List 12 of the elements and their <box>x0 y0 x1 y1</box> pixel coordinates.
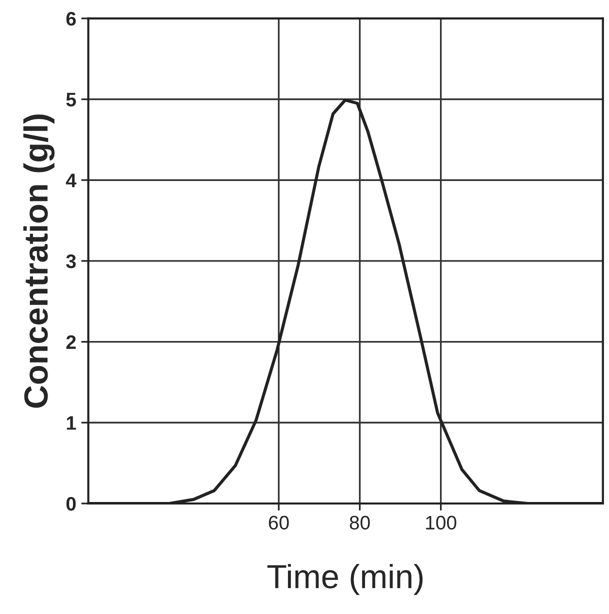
y-tick-label: 4 <box>66 174 76 188</box>
y-tick-label: 1 <box>66 416 76 430</box>
y-tick-label: 2 <box>66 335 76 349</box>
y-tick-label: 3 <box>66 254 76 268</box>
y-tick-label: 6 <box>66 12 76 26</box>
y-tick-label: 0 <box>66 496 76 511</box>
x-tick-label: 80 <box>350 516 370 530</box>
x-axis-title: Time (min) <box>267 564 423 596</box>
y-axis-title: Concentration (g/l) <box>23 114 55 408</box>
x-tick-label: 60 <box>268 516 289 530</box>
y-tick-label: 5 <box>66 92 76 106</box>
x-tick-label: 100 <box>426 516 456 530</box>
